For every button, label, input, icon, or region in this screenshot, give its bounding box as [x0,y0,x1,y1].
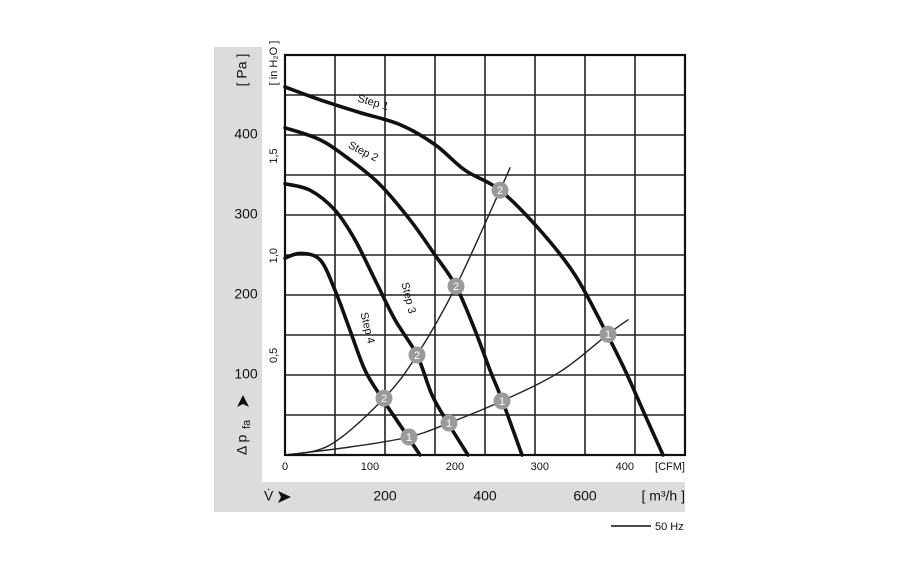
curves [283,85,665,457]
x2-tick-label: 400 [616,461,634,473]
operating-point [599,325,617,343]
operating-point-label: 2 [414,350,420,362]
plot-frame [283,53,687,457]
x2-tick-label: 100 [361,461,379,473]
operating-point-label: 1 [605,329,611,341]
x-tick-label: 200 [373,488,397,504]
operating-point [375,389,393,407]
x2-axis-label: [CFM] [655,461,685,473]
x-axis-label: [ m³/h ] [641,488,685,504]
operating-point-label: 1 [499,396,505,408]
y-tick-label: 400 [234,126,258,142]
x-tick-label: 400 [473,488,497,504]
y2-tick-label: 0,5 [268,348,280,363]
y-tick-label: 200 [234,286,258,302]
y-tick-label: 100 [234,366,258,382]
legend-label: 50 Hz [655,521,684,533]
operating-point [400,428,418,446]
y2-tick-label: 1,0 [268,248,280,263]
y-axis-label: [ Pa ] [234,54,250,87]
fan-curve [283,126,524,457]
x2-tick-label: 0 [282,461,288,473]
axis-band [214,482,685,512]
axis-band [214,47,262,512]
series-label: Step 3 [398,281,417,315]
operating-point [408,346,426,364]
arrow [237,395,249,407]
operating-point-label: 2 [453,281,459,293]
x2-tick-label: 200 [446,461,464,473]
operating-point [491,181,509,199]
operating-point-label: 2 [381,393,387,405]
grid [284,54,686,456]
y-symbol-text: Δ p [234,435,250,455]
y2-tick-label: 1,5 [268,148,280,163]
y2-axis-label: [ in H₂O ] [268,41,280,86]
fan-curve [283,182,470,457]
operating-point [493,392,511,410]
operating-point-label: 1 [446,418,452,430]
operating-point [440,414,458,432]
fan-curve [283,251,422,457]
operating-point-label: 1 [406,432,412,444]
x-tick-label: 600 [573,488,597,504]
series-label: Step 4 [357,311,376,345]
y-tick-label: 300 [234,206,258,222]
operating-point-label: 2 [497,185,503,197]
fan-curve [283,85,665,457]
x2-tick-label: 300 [531,461,549,473]
operating-point [447,277,465,295]
x-symbol: V̇ [264,488,274,504]
y-symbol: Δ p fa [234,395,253,455]
y-symbol-sub: fa [241,419,253,429]
arrow [278,491,291,503]
